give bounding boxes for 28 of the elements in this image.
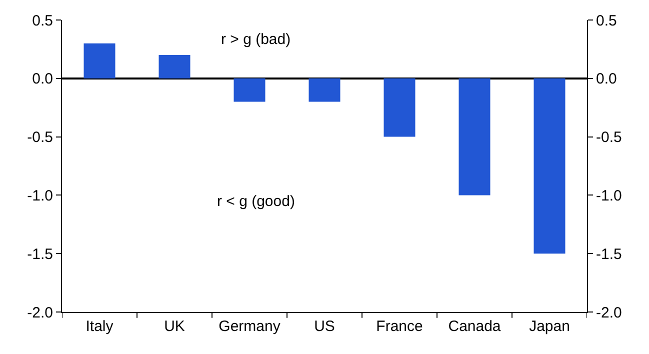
y-tick-label: -1.5	[27, 246, 53, 263]
bar	[234, 78, 266, 102]
bar	[534, 78, 566, 254]
bar	[384, 78, 416, 137]
bar	[158, 55, 190, 78]
x-tick-label: Japan	[529, 318, 570, 335]
x-tick-label: France	[376, 318, 423, 335]
y-tick-label: 0.5	[32, 12, 53, 30]
y2-tick-label: 0.5	[596, 12, 617, 30]
annotation: r < g (good)	[217, 193, 295, 210]
y-tick-label: -1.0	[27, 187, 53, 204]
bar	[458, 78, 490, 196]
x-tick-label: Canada	[448, 318, 502, 335]
x-tick-label: UK	[164, 318, 185, 335]
x-tick-label: US	[314, 318, 335, 335]
y2-tick-label: -0.5	[596, 129, 622, 146]
y2-tick-label: -1.0	[596, 187, 622, 204]
bar	[308, 78, 340, 102]
y2-tick-label: -1.5	[596, 246, 622, 263]
y2-tick-label: 0.0	[596, 70, 617, 88]
annotation: r > g (bad)	[221, 31, 291, 48]
y2-tick-label: -2.0	[596, 304, 622, 322]
x-tick-label: Germany	[218, 318, 281, 335]
bar	[84, 43, 116, 78]
y-tick-label: -0.5	[27, 129, 53, 146]
x-tick-label: Italy	[86, 318, 114, 335]
y-tick-label: -2.0	[27, 304, 53, 322]
y-tick-label: 0.0	[32, 70, 53, 88]
